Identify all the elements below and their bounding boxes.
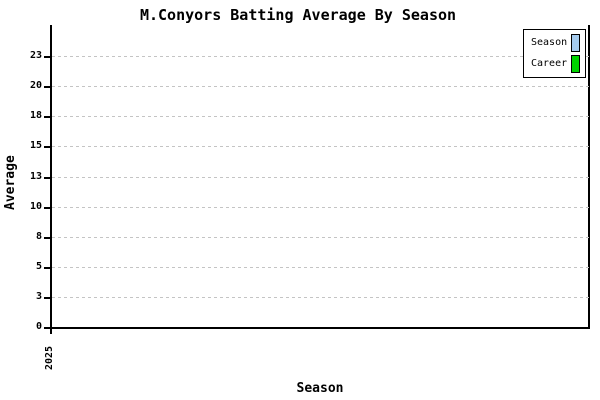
y-tick-label: 3 bbox=[35, 291, 42, 302]
y-gridline bbox=[52, 86, 589, 87]
legend-swatch-career bbox=[571, 55, 580, 73]
y-gridline bbox=[52, 267, 589, 268]
y-tick bbox=[44, 86, 50, 88]
y-tick bbox=[44, 116, 50, 118]
y-tick-label: 20 bbox=[29, 80, 42, 91]
x-tick bbox=[50, 329, 52, 334]
y-tick-label: 0 bbox=[35, 321, 42, 332]
legend-label-season: Season bbox=[531, 37, 568, 48]
y-tick-label: 5 bbox=[35, 261, 42, 272]
y-gridline bbox=[52, 177, 589, 178]
x-tick-label: 2025 bbox=[44, 345, 55, 370]
y-tick bbox=[44, 207, 50, 209]
y-tick-label: 18 bbox=[29, 110, 42, 121]
y-tick bbox=[44, 327, 50, 329]
legend-row-career: Career bbox=[531, 55, 580, 73]
legend: Season Career bbox=[523, 29, 586, 78]
y-gridline bbox=[52, 116, 589, 117]
y-tick-label: 10 bbox=[29, 201, 42, 212]
y-tick bbox=[44, 237, 50, 239]
y-gridline bbox=[52, 297, 589, 298]
legend-swatch-season bbox=[571, 34, 580, 52]
y-tick bbox=[44, 177, 50, 179]
y-gridline bbox=[52, 56, 589, 57]
y-gridline bbox=[52, 146, 589, 147]
y-tick bbox=[44, 267, 50, 269]
y-tick bbox=[44, 146, 50, 148]
chart-title: M.Conyors Batting Average By Season bbox=[139, 6, 457, 24]
x-axis-line bbox=[50, 327, 590, 329]
y-tick-label: 13 bbox=[29, 171, 42, 182]
x-axis-title: Season bbox=[296, 381, 344, 396]
y-tick-label: 8 bbox=[35, 231, 42, 242]
y-axis-title: Average bbox=[3, 155, 18, 210]
y-tick-label: 23 bbox=[29, 50, 42, 61]
y-tick-label: 15 bbox=[29, 140, 42, 151]
legend-row-season: Season bbox=[531, 34, 580, 52]
y-gridline bbox=[52, 207, 589, 208]
y-axis-line bbox=[50, 25, 52, 329]
y-tick bbox=[44, 56, 50, 58]
y-tick bbox=[44, 297, 50, 299]
y-gridline bbox=[52, 237, 589, 238]
legend-label-career: Career bbox=[531, 58, 568, 69]
plot-right-border bbox=[588, 25, 590, 329]
